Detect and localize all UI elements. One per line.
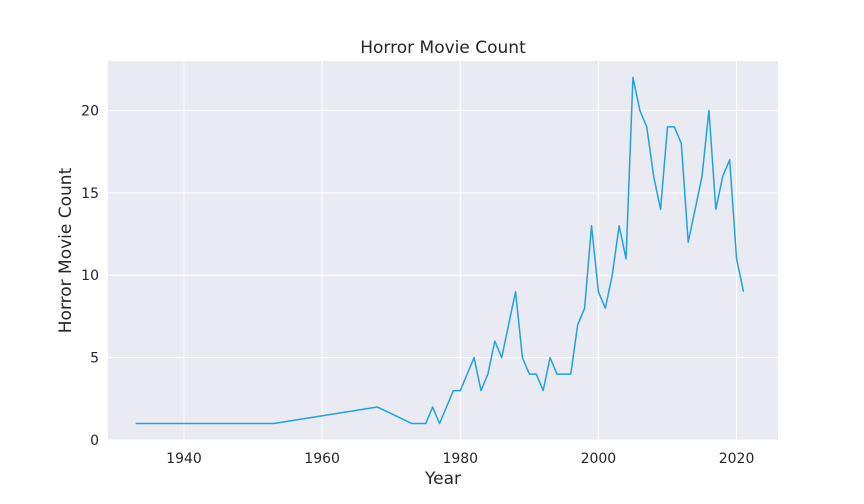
y-tick-label: 20 <box>81 103 99 119</box>
data-point <box>639 109 641 111</box>
data-point <box>459 390 461 392</box>
data-point <box>604 307 606 309</box>
data-point <box>542 390 544 392</box>
data-point <box>376 406 378 408</box>
data-point <box>584 307 586 309</box>
data-point <box>515 291 517 293</box>
data-point <box>473 357 475 359</box>
data-point <box>535 373 537 375</box>
data-point <box>411 423 413 425</box>
x-tick-label: 2000 <box>581 451 617 467</box>
x-tick-label: 2020 <box>719 451 755 467</box>
data-point <box>687 241 689 243</box>
data-point <box>632 76 634 78</box>
data-point <box>432 406 434 408</box>
x-tick-label: 1960 <box>304 451 340 467</box>
chart-title: Horror Movie Count <box>360 38 526 58</box>
data-point <box>736 258 738 260</box>
data-point <box>708 109 710 111</box>
data-point <box>729 159 731 161</box>
data-point <box>666 126 668 128</box>
data-point <box>439 423 441 425</box>
data-point <box>528 373 530 375</box>
data-point <box>556 373 558 375</box>
data-point <box>563 373 565 375</box>
data-point <box>742 291 744 293</box>
data-point <box>487 373 489 375</box>
data-point <box>646 126 648 128</box>
data-point <box>591 225 593 227</box>
data-point <box>715 208 717 210</box>
plot-area <box>108 61 778 440</box>
x-tick-labels: 1940 1960 1980 2000 2020 <box>166 451 754 467</box>
data-point <box>673 126 675 128</box>
data-point <box>501 357 503 359</box>
y-tick-label: 5 <box>90 351 99 367</box>
data-point <box>494 340 496 342</box>
data-point <box>521 357 523 359</box>
data-point <box>549 357 551 359</box>
y-axis-label: Horror Movie Count <box>56 167 76 333</box>
data-point <box>577 324 579 326</box>
y-tick-label: 0 <box>90 433 99 449</box>
data-point <box>653 175 655 177</box>
data-point <box>273 423 275 425</box>
x-tick-label: 1940 <box>166 451 202 467</box>
y-tick-labels: 0 5 10 15 20 <box>81 103 99 449</box>
data-point <box>597 291 599 293</box>
data-point <box>570 373 572 375</box>
x-axis-label: Year <box>424 469 461 489</box>
data-point <box>618 225 620 227</box>
data-point <box>680 142 682 144</box>
data-point <box>660 208 662 210</box>
y-tick-label: 10 <box>81 268 99 284</box>
data-point <box>625 258 627 260</box>
data-point <box>701 175 703 177</box>
data-point <box>452 390 454 392</box>
data-point <box>722 175 724 177</box>
data-point <box>425 423 427 425</box>
series-line <box>135 76 745 425</box>
y-tick-label: 15 <box>81 186 99 202</box>
data-point <box>135 423 137 425</box>
x-tick-label: 1980 <box>442 451 478 467</box>
data-point <box>611 274 613 276</box>
data-point <box>480 390 482 392</box>
